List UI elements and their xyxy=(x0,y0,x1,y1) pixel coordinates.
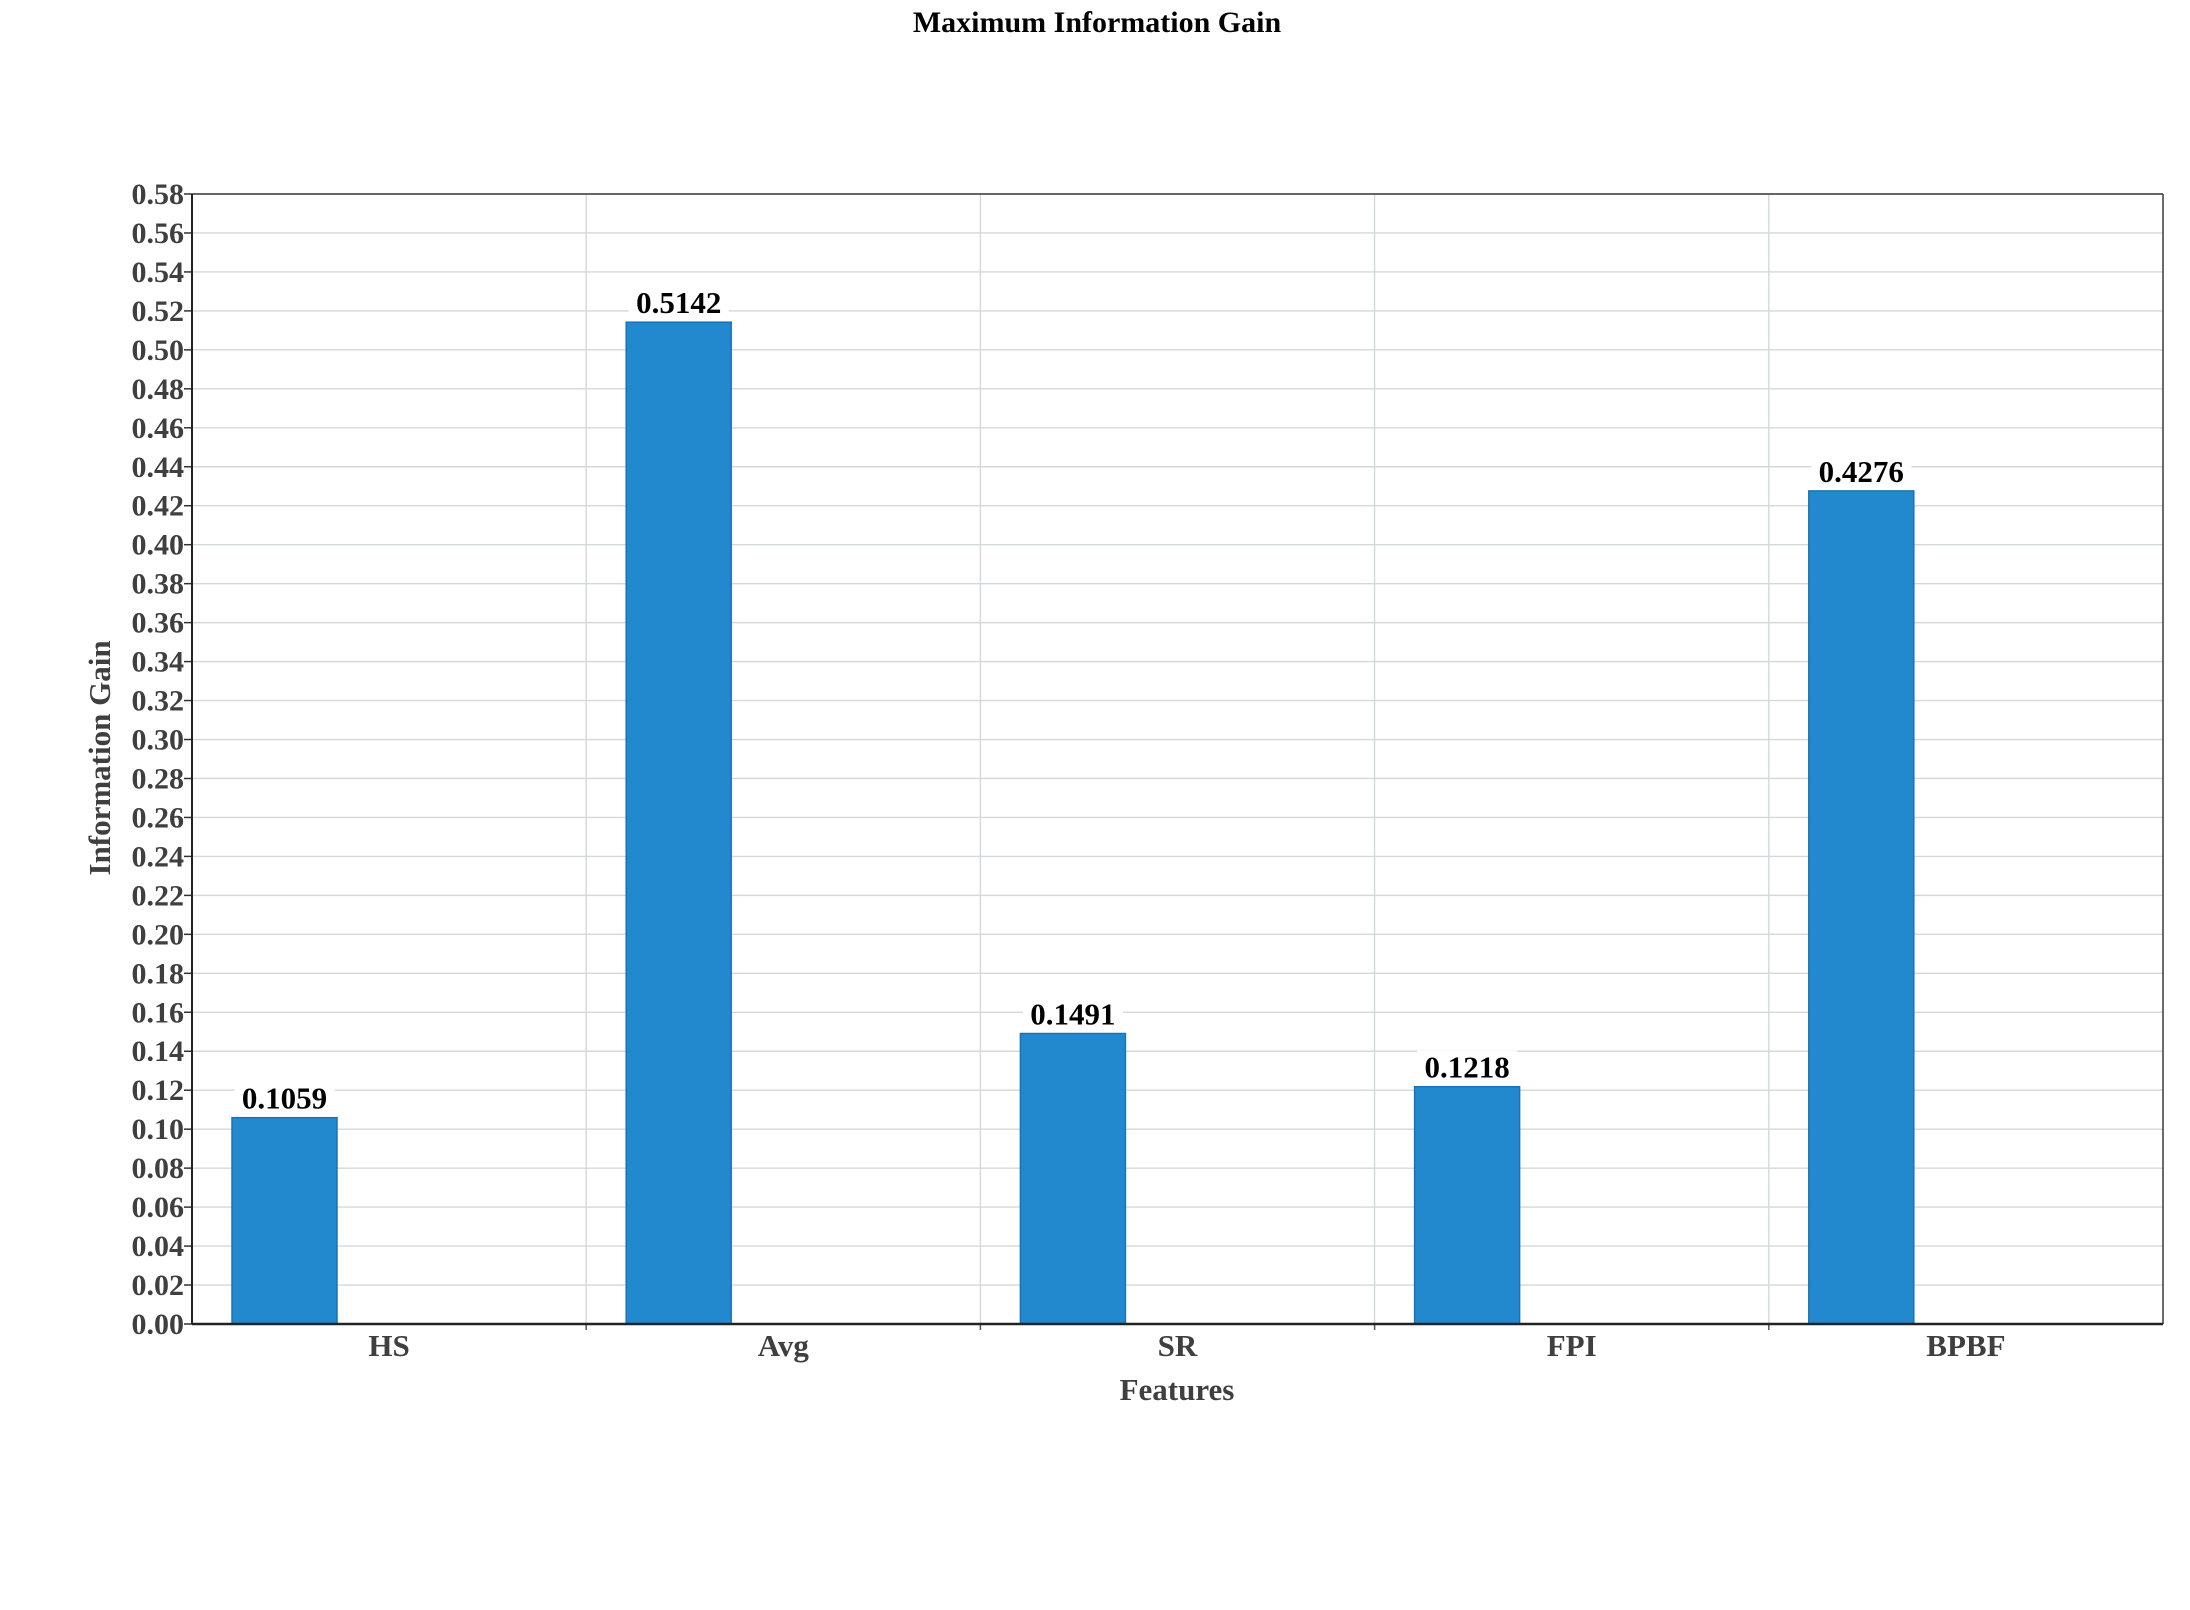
y-tick-label: 0.34 xyxy=(132,646,185,679)
data-label-bg xyxy=(1811,454,1912,487)
y-tick-label: 0.24 xyxy=(132,840,185,873)
y-tick-label: 0.26 xyxy=(132,801,185,834)
x-tick-label-bpbf: BPBF xyxy=(1926,1328,2005,1363)
y-tick-label: 0.36 xyxy=(132,607,185,640)
y-tick-label: 0.50 xyxy=(132,334,185,367)
bar-hs xyxy=(231,1116,338,1325)
data-label-fpi: 0.1218 xyxy=(1424,1050,1509,1085)
y-tick-label: 0.02 xyxy=(132,1269,185,1302)
y-tick-label: 0.40 xyxy=(132,529,185,562)
y-axis-title: Information Gain xyxy=(82,640,117,875)
y-tick-label: 0.46 xyxy=(132,412,185,445)
y-tick-label: 0.14 xyxy=(132,1035,185,1068)
chart-title: Maximum Information Gain xyxy=(913,6,1282,39)
data-label-bpbf: 0.4276 xyxy=(1819,454,1904,489)
x-tick-label-fpi: FPI xyxy=(1547,1328,1597,1363)
y-tick-label: 0.00 xyxy=(132,1308,185,1341)
y-tick-label: 0.54 xyxy=(132,256,185,289)
y-tick-label: 0.28 xyxy=(132,762,185,795)
y-tick-label: 0.42 xyxy=(132,490,185,523)
y-tick-label: 0.12 xyxy=(132,1074,185,1107)
y-tick-label: 0.32 xyxy=(132,685,185,718)
data-label-bg xyxy=(1417,1050,1518,1083)
x-tick-label-avg: Avg xyxy=(758,1328,810,1363)
bars: 0.1059 0.5142 0.1491 0.1218 0.4276 xyxy=(231,285,1915,1325)
data-label-avg: 0.5142 xyxy=(636,285,721,320)
bar-fpi xyxy=(1413,1085,1521,1325)
y-tick-label: 0.48 xyxy=(132,373,185,406)
tick-labels: 0.00 0.02 0.04 0.06 0.08 0.10 0.12 0.14 0.16 0.18… xyxy=(132,178,2006,1363)
x-axis-title: Features xyxy=(1120,1372,1235,1407)
y-tick-label: 0.22 xyxy=(132,879,185,912)
y-tick-label: 0.44 xyxy=(132,451,185,484)
y-tick-label: 0.10 xyxy=(132,1113,185,1146)
data-label-bg xyxy=(628,286,729,319)
bar-bpbf xyxy=(1808,490,1915,1325)
bar-avg xyxy=(625,321,732,1325)
y-tick-label: 0.52 xyxy=(132,295,185,328)
axes xyxy=(184,193,2164,1330)
data-label-hs: 0.1059 xyxy=(242,1081,327,1116)
y-tick-label: 0.20 xyxy=(132,918,185,951)
y-tick-label: 0.30 xyxy=(132,724,185,757)
y-tick-label: 0.18 xyxy=(132,957,185,990)
y-tick-label: 0.16 xyxy=(132,996,185,1029)
x-tick-label-hs: HS xyxy=(368,1328,409,1363)
x-tick-label-sr: SR xyxy=(1158,1328,1198,1363)
y-tick-label: 0.38 xyxy=(132,568,185,601)
data-label-bg xyxy=(234,1081,335,1114)
data-label-sr: 0.1491 xyxy=(1030,997,1115,1032)
y-tick-label: 0.58 xyxy=(132,178,185,211)
bar-sr xyxy=(1019,1032,1127,1325)
y-tick-label: 0.08 xyxy=(132,1152,185,1185)
y-tick-label: 0.04 xyxy=(132,1230,185,1263)
y-tick-label: 0.06 xyxy=(132,1191,185,1224)
data-label-bg xyxy=(1022,997,1123,1030)
y-tick-label: 0.56 xyxy=(132,217,185,250)
